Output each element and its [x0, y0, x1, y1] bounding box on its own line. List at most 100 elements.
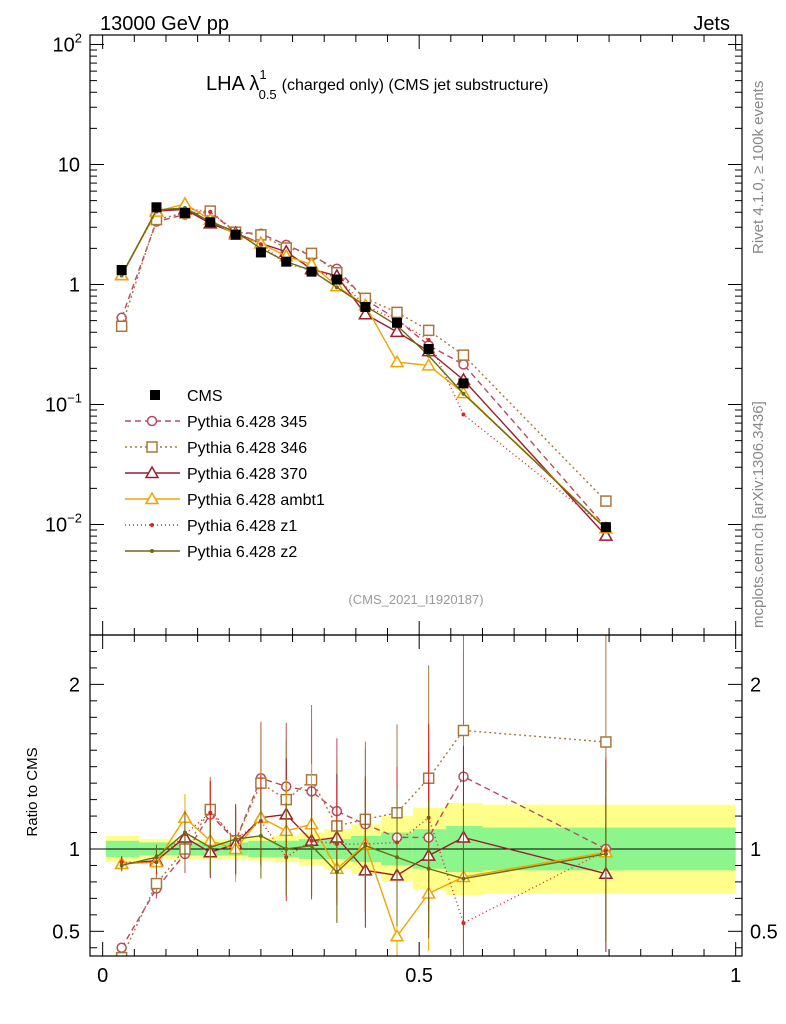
chart-title: LHA λ1 0.5 (charged only) (CMS jet substru… [206, 67, 548, 102]
ratio-tick-label-right: 1 [750, 839, 761, 861]
main-point [389, 354, 405, 368]
ratio-point [395, 855, 400, 860]
legend-marker [146, 441, 158, 453]
ratio-point [182, 830, 187, 835]
legend-label: Pythia 6.428 345 [187, 414, 307, 431]
ratio-point [334, 870, 339, 875]
ratio-panel-data [114, 635, 614, 956]
legend-label: Pythia 6.428 ambt1 [187, 492, 325, 509]
ratio-point [258, 833, 263, 838]
main-point [115, 320, 128, 333]
main-panel-data [114, 196, 614, 541]
ratio-ylabel: Ratio to CMS [24, 747, 41, 836]
x-tick-label: 1 [730, 965, 741, 987]
analysis-id: (CMS_2021_I1920187) [348, 592, 483, 607]
legend-label-cms: CMS [187, 388, 223, 405]
main-point [208, 209, 213, 214]
legend-label: Pythia 6.428 346 [187, 440, 307, 457]
cms-point [306, 266, 317, 277]
main-point [421, 357, 436, 371]
title-sup: 1 [259, 67, 266, 82]
ratio-point [461, 876, 466, 881]
ratio-point [116, 942, 127, 954]
series-line-ratio [121, 811, 607, 925]
cms-point [151, 202, 162, 213]
ratio-frame [89, 634, 743, 957]
legend-label: Pythia 6.428 z1 [187, 518, 297, 535]
legend-marker [144, 465, 160, 479]
ratio-tick-label-left: 2 [69, 674, 80, 696]
main-point [426, 337, 431, 342]
cms-point [179, 207, 190, 218]
main-point [598, 528, 614, 541]
legend-marker [144, 491, 160, 505]
title-sub: 0.5 [259, 87, 277, 102]
ratio-point [389, 928, 405, 942]
main-point [334, 285, 339, 290]
ratio-point [284, 847, 289, 851]
ratio-point [426, 866, 431, 871]
x-tick-label: 0.5 [405, 965, 433, 987]
ratio-tick-label-right: 0.5 [750, 921, 778, 943]
cms-point [331, 274, 342, 285]
legend-label: Pythia 6.428 z2 [187, 544, 297, 561]
main-point [391, 306, 403, 319]
ratio-tick-label-left: 0.5 [52, 921, 80, 943]
title-rest: (charged only) (CMS jet substructure) [282, 77, 549, 94]
cms-point [205, 217, 216, 228]
ratio-point [208, 810, 213, 815]
cms-point [392, 317, 403, 328]
ratio-point [309, 843, 314, 848]
ratio-point [457, 724, 470, 737]
ratio-point [603, 851, 608, 856]
y-tick-label: 10−2 [45, 511, 82, 537]
cms-point [230, 229, 241, 240]
y-tick-label: 102 [53, 31, 82, 57]
y-tick-label: 10 [58, 155, 80, 177]
y-tick-label: 1 [69, 275, 80, 297]
series-line-main [121, 208, 607, 537]
series-line-main [120, 210, 607, 502]
cms-point [423, 344, 434, 355]
cms-point [458, 378, 469, 389]
ratio-tick-label-left: 1 [69, 839, 80, 861]
main-point [389, 324, 405, 338]
legend: CMS Pythia 6.428 345 Pythia 6.428 346 Pythi… [125, 388, 325, 561]
main-point [422, 324, 435, 337]
energy-label: 13000 GeV pp [100, 13, 229, 35]
main-point [461, 391, 466, 396]
legend-marker [150, 523, 154, 527]
y-tick-label: 10−1 [45, 391, 82, 417]
x-tick-label: 0 [97, 965, 108, 987]
ratio-point [154, 855, 159, 860]
ratio-point [115, 951, 128, 956]
ratio-point [150, 877, 163, 890]
cms-point [281, 256, 292, 267]
main-point [426, 353, 431, 358]
main-point [461, 412, 466, 417]
ratio-tick-label-right: 2 [750, 674, 761, 696]
ratio-point [363, 843, 368, 848]
legend-label: Pythia 6.428 370 [187, 466, 307, 483]
ratio-point [119, 863, 124, 868]
axes-ticks: 0 0.5 1 10−2 10−1 1 10 102 0.5 0.5 1 1 2 2 [45, 31, 778, 987]
ratio-point [208, 845, 213, 850]
cms-point [255, 247, 266, 258]
legend-marker [150, 549, 154, 553]
ratio-point [233, 837, 238, 842]
ratio-point [600, 736, 612, 748]
legend-marker [146, 415, 158, 427]
main-point [600, 495, 612, 507]
main-point [458, 359, 469, 370]
main-point [358, 306, 373, 320]
legend-marker-cms [150, 390, 160, 400]
title-main: LHA λ [206, 73, 259, 95]
main-point [258, 242, 263, 247]
cms-point [116, 265, 127, 276]
series-line-ratio [121, 831, 607, 880]
cms-point [600, 522, 611, 533]
cms-point [360, 301, 371, 312]
process-label: Jets [693, 13, 730, 35]
mcplots-label: mcplots.cern.ch [arXiv:1306.3436] [750, 401, 767, 628]
